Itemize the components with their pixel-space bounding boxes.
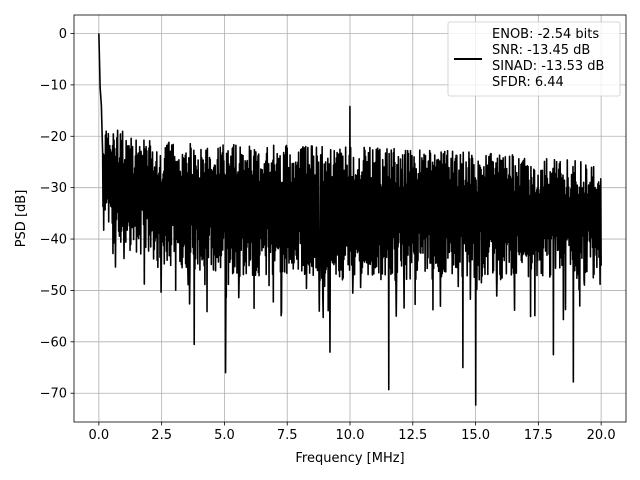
y-tick-label: −60 bbox=[40, 335, 67, 350]
x-tick-label: 2.5 bbox=[151, 428, 172, 443]
x-axis-label: Frequency [MHz] bbox=[295, 451, 404, 466]
y-tick-label: −10 bbox=[40, 78, 67, 93]
x-tick-label: 5.0 bbox=[214, 428, 235, 443]
y-axis-ticks: 0 −10 −20 −30 −40 −50 −60 −70 bbox=[40, 27, 74, 402]
x-tick-label: 10.0 bbox=[336, 428, 365, 443]
x-axis-ticks: 0.0 2.5 5.0 7.5 10.0 12.5 15.0 17.5 20.0 bbox=[89, 422, 616, 443]
y-tick-label: −30 bbox=[40, 181, 67, 196]
y-tick-label: −50 bbox=[40, 284, 67, 299]
y-tick-label: 0 bbox=[59, 27, 67, 42]
x-tick-label: 7.5 bbox=[277, 428, 298, 443]
legend-box bbox=[447, 21, 621, 97]
legend-entry-enob: ENOB: -2.54 bits bbox=[492, 27, 599, 42]
legend: ENOB: -2.54 bits SNR: -13.45 dB SINAD: -… bbox=[447, 21, 621, 97]
plot-area bbox=[98, 33, 602, 406]
legend-entry-sfdr: SFDR: 6.44 bbox=[492, 75, 564, 90]
legend-entry-sinad: SINAD: -13.53 dB bbox=[492, 59, 604, 74]
psd-line bbox=[98, 33, 602, 406]
y-tick-label: −40 bbox=[40, 233, 67, 248]
y-tick-label: −70 bbox=[40, 387, 67, 402]
x-tick-label: 20.0 bbox=[587, 428, 616, 443]
x-tick-label: 15.0 bbox=[461, 428, 490, 443]
y-axis-label: PSD [dB] bbox=[14, 190, 29, 248]
x-tick-label: 17.5 bbox=[524, 428, 553, 443]
y-tick-label: −20 bbox=[40, 130, 67, 145]
x-tick-label: 12.5 bbox=[398, 428, 427, 443]
x-tick-label: 0.0 bbox=[89, 428, 110, 443]
legend-entry-snr: SNR: -13.45 dB bbox=[492, 43, 590, 58]
